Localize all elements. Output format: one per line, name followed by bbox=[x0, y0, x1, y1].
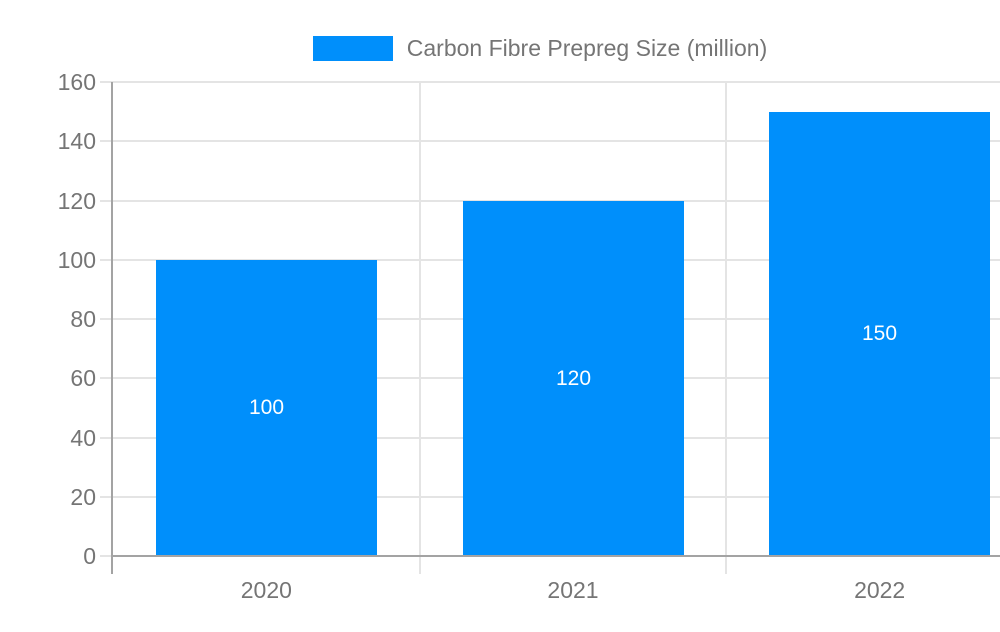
y-tick-label: 120 bbox=[57, 187, 96, 214]
y-tick-label: 40 bbox=[70, 424, 96, 451]
y-tick-label: 20 bbox=[70, 483, 96, 510]
legend-swatch-icon bbox=[312, 35, 393, 61]
gridline-vertical bbox=[419, 82, 421, 574]
gridline-horizontal bbox=[100, 140, 1000, 143]
plot-area: 100 120 150 bbox=[100, 81, 1000, 574]
y-tick-label: 0 bbox=[83, 543, 96, 569]
bar-2022[interactable]: 150 bbox=[769, 112, 990, 556]
x-tick-label-2021: 2021 bbox=[547, 577, 599, 603]
y-tick-label: 100 bbox=[57, 246, 96, 273]
y-tick-label: 160 bbox=[57, 69, 96, 95]
bar-value-label: 100 bbox=[248, 396, 285, 419]
y-tick-label: 140 bbox=[57, 128, 96, 155]
bar-2021[interactable]: 120 bbox=[463, 201, 684, 557]
gridline-vertical bbox=[725, 82, 727, 574]
bar-2020[interactable]: 100 bbox=[156, 260, 377, 556]
bar-chart-figure: Carbon Fibre Prepreg Size (million) 100 1… bbox=[40, 16, 1000, 616]
bar-value-label: 150 bbox=[861, 322, 898, 345]
x-axis-line bbox=[113, 555, 1000, 557]
y-tick-label: 80 bbox=[70, 306, 96, 332]
legend-label: Carbon Fibre Prepreg Size (million) bbox=[406, 34, 768, 61]
y-axis-line bbox=[111, 82, 113, 574]
gridline-horizontal bbox=[100, 199, 1000, 202]
chart-legend[interactable]: Carbon Fibre Prepreg Size (million) bbox=[40, 33, 1000, 63]
x-tick-label-2020: 2020 bbox=[240, 577, 292, 603]
y-tick-label: 60 bbox=[70, 365, 96, 392]
x-tick-label-2022: 2022 bbox=[854, 577, 906, 603]
bar-value-label: 120 bbox=[555, 367, 592, 390]
gridline-horizontal bbox=[100, 81, 1000, 83]
